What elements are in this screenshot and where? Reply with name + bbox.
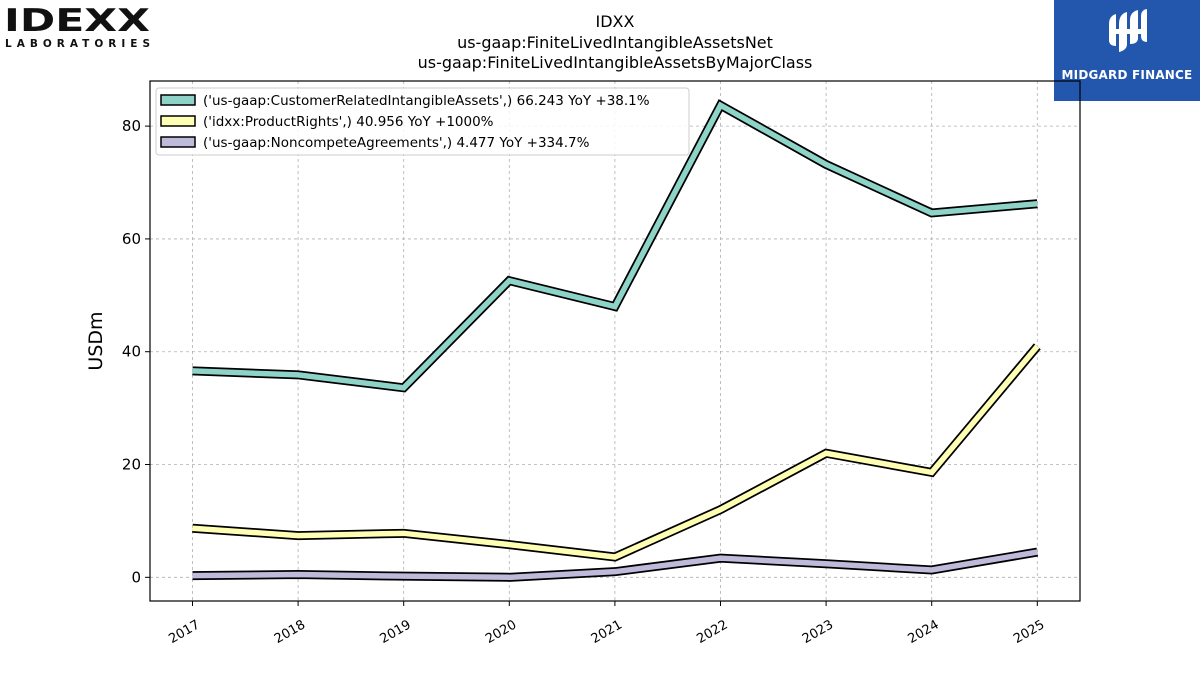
x-tick-label: 2017 [166,617,202,647]
x-tick-label: 2021 [589,617,625,647]
x-tick-label: 2019 [378,617,414,647]
partner-name: MIDGARD FINANCE [1061,68,1193,82]
series-line-1 [192,101,1038,391]
legend-swatch-3 [160,136,196,148]
y-tick-label: 0 [131,568,141,586]
series-line-3 [192,549,1038,581]
legend-label-3: ('us-gaap:NoncompeteAgreements',) 4.477 … [203,135,590,151]
chart-subtitle-1: us-gaap:FiniteLivedIntangibleAssetsNet [457,33,773,52]
midgard-mark-icon [1109,9,1147,52]
midgard-finance-logo: MIDGARD FINANCE [1054,0,1200,101]
x-tick-label: 2020 [483,617,519,647]
y-axis-label: USDm [85,311,107,370]
logo-wordmark: IDEXX [4,4,150,39]
x-tick-label: 2018 [272,617,308,647]
series-line-2 [192,344,1040,560]
legend-box [155,87,690,156]
x-tick-label: 2024 [906,617,942,647]
y-tick-label: 60 [122,230,141,248]
idexx-logo-graphic: IDEXX LABORATORIES [4,3,150,50]
chart-legend: ('us-gaap:CustomerRelatedIntangibleAsset… [155,87,690,156]
y-tick-label: 40 [122,343,141,361]
legend-label-2: ('idxx:ProductRights',) 40.956 YoY +1000… [203,114,494,130]
legend-swatch-2 [160,115,196,127]
chart-subtitle-2: us-gaap:FiniteLivedIntangibleAssetsByMaj… [418,53,813,72]
x-tick-label: 2025 [1011,617,1047,647]
y-tick-label: 80 [122,117,141,135]
x-tick-label: 2023 [800,617,836,647]
legend-label-1: ('us-gaap:CustomerRelatedIntangibleAsset… [203,93,650,109]
chart-grid [150,81,1080,601]
x-tick-label: 2022 [694,617,730,647]
legend-swatch-1 [160,94,196,106]
chart-title: IDXX [596,12,635,31]
y-tick-label: 20 [122,456,141,474]
idexx-logo: IDEXX LABORATORIES [4,3,154,52]
chart-series [192,99,1041,582]
